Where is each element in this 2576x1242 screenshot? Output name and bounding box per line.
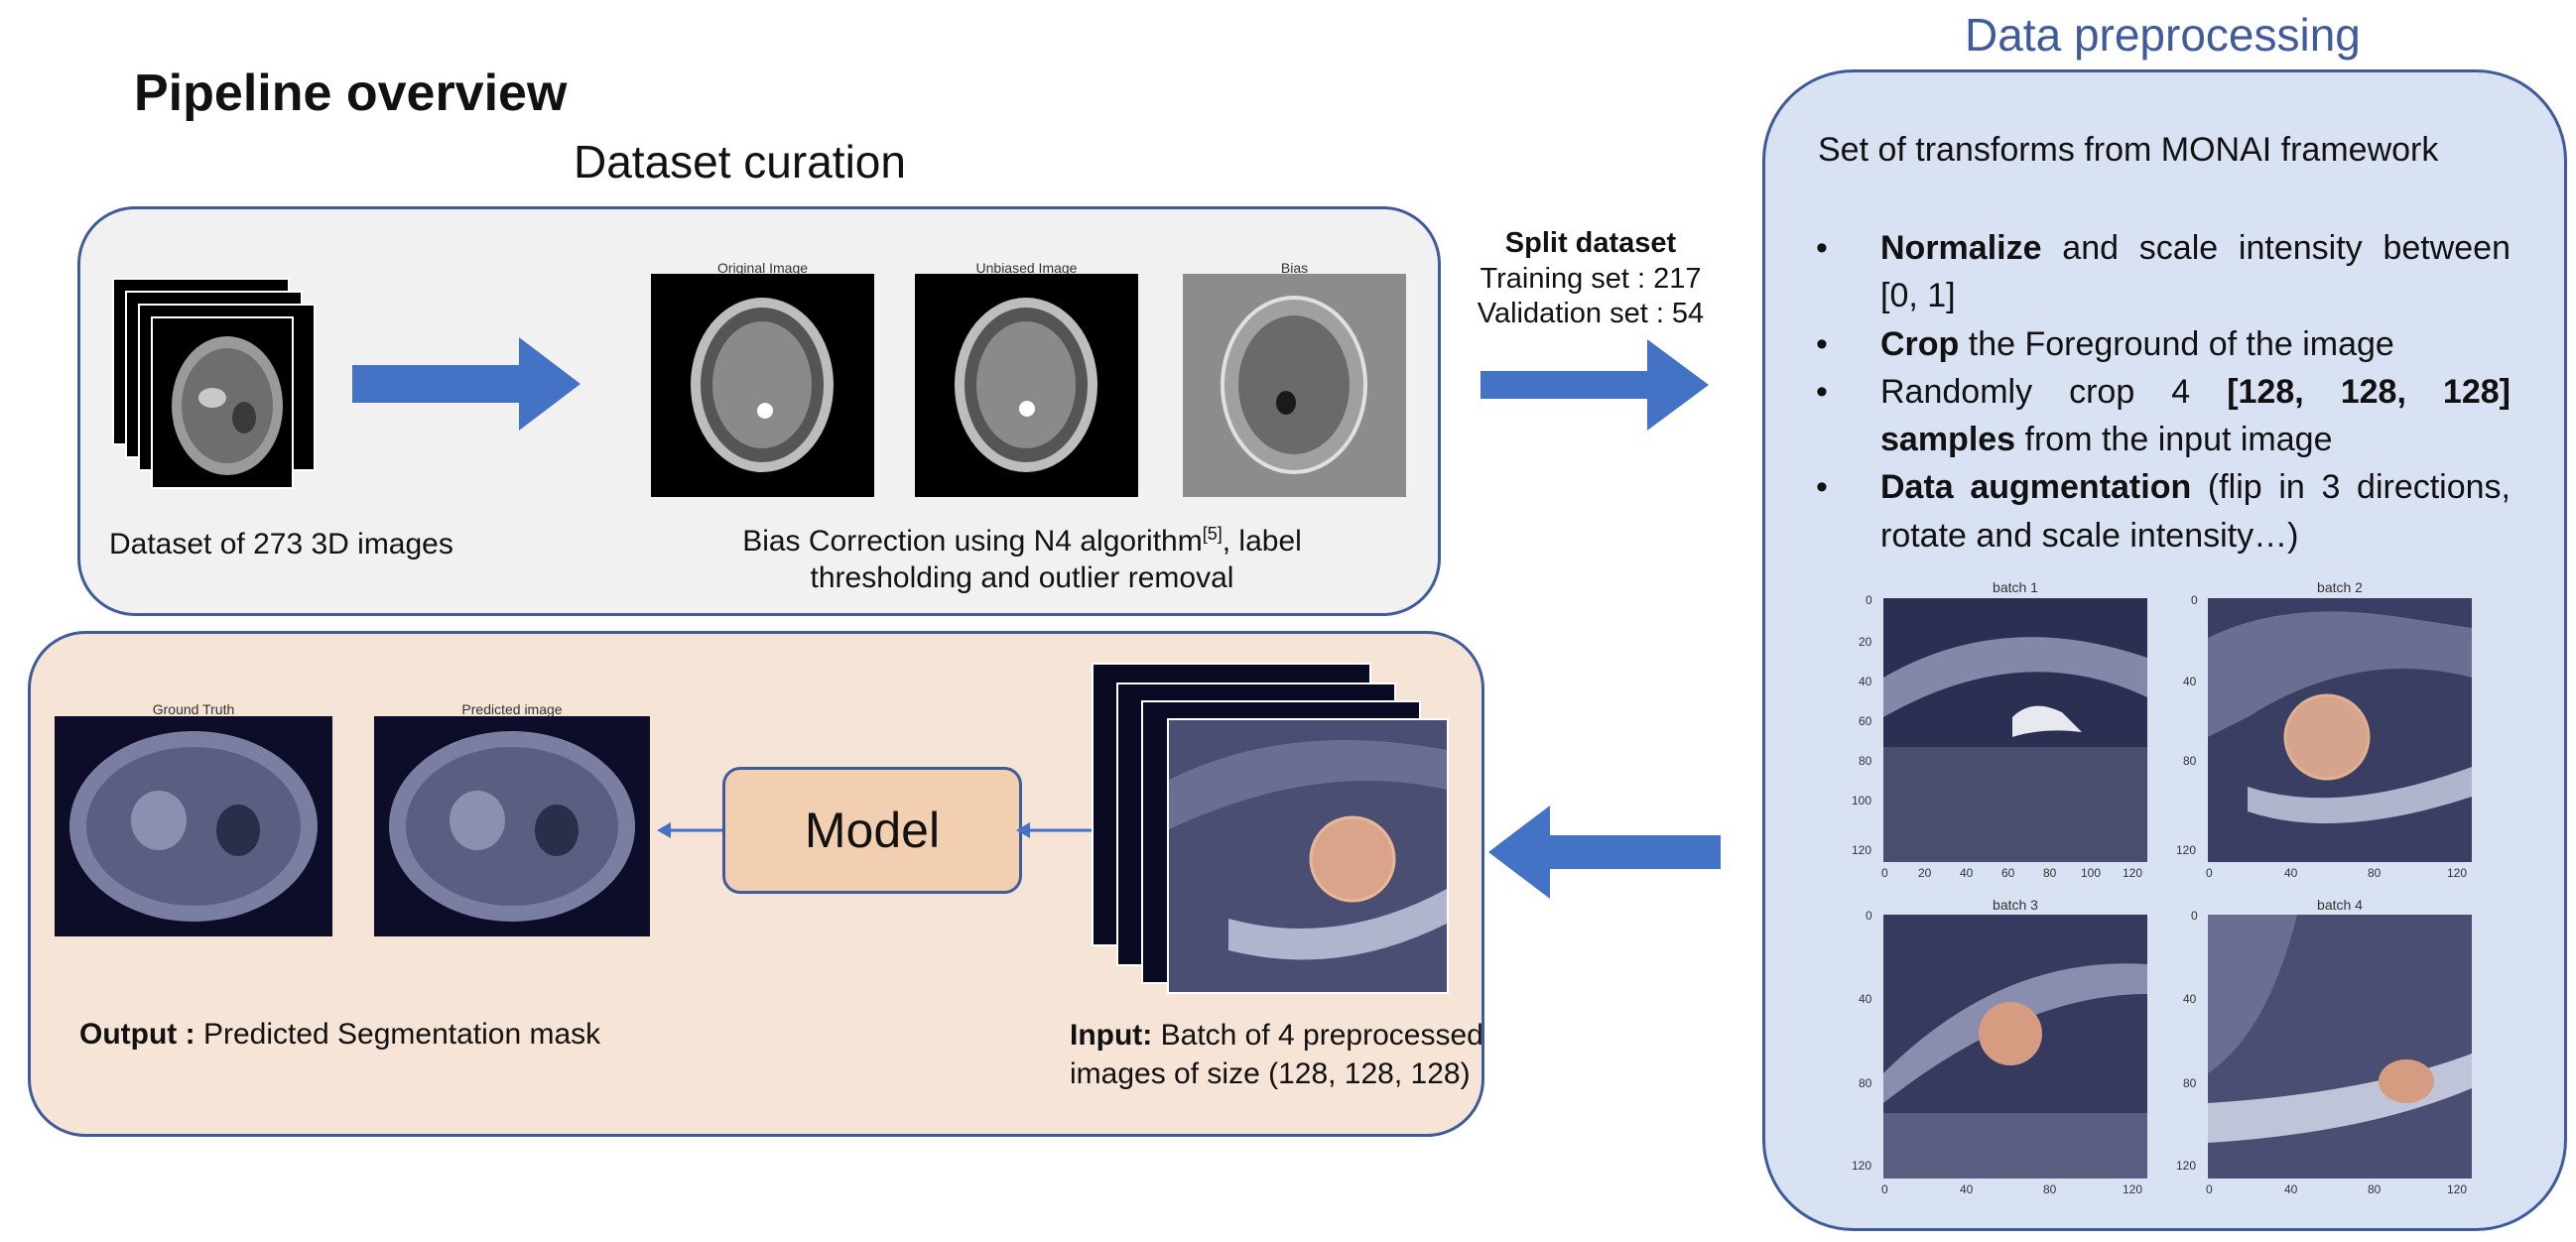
tick-label: 40 bbox=[1859, 675, 1872, 688]
list-item: Crop the Foreground of the image bbox=[1816, 320, 2511, 369]
predicted-image-title: Predicted image bbox=[461, 701, 563, 717]
split-dataset-title: Split dataset bbox=[1504, 227, 1677, 259]
training-set-count: Training set : 217 bbox=[1480, 262, 1702, 295]
list-item: Data augmentation (flip in 3 directions,… bbox=[1816, 463, 2511, 559]
transform-list: Normalize and scale intensity between [0… bbox=[1816, 224, 2511, 559]
tick-label: 120 bbox=[2123, 866, 2143, 880]
monai-intro: Set of transforms from MONAI framework bbox=[1818, 131, 2439, 169]
tick-label: 0 bbox=[1881, 866, 1888, 880]
output-caption: Output : Predicted Segmentation mask bbox=[79, 1018, 601, 1051]
tick-label: 80 bbox=[1859, 1076, 1872, 1090]
tick-label: 0 bbox=[1866, 909, 1872, 923]
tick-label: 40 bbox=[2284, 1182, 2298, 1196]
tick-label: 40 bbox=[1960, 1182, 1974, 1196]
list-item: Randomly crop 4 [128, 128, 128] samples … bbox=[1816, 368, 2511, 464]
tick-label: 80 bbox=[2368, 866, 2382, 880]
tick-label: 40 bbox=[2183, 992, 2197, 1006]
tick-label: 80 bbox=[2183, 1076, 2197, 1090]
tick-label: 80 bbox=[1859, 754, 1872, 768]
unbiased-image bbox=[915, 274, 1138, 497]
bias-image bbox=[1183, 274, 1406, 497]
batch-1-image bbox=[1883, 598, 2147, 862]
data-preprocessing-title: Data preprocessing bbox=[1965, 9, 2361, 61]
input-image bbox=[1167, 718, 1449, 994]
original-image-title: Original Image bbox=[716, 260, 809, 276]
model-box: Model bbox=[722, 767, 1022, 894]
batch-3-title: batch 3 bbox=[1993, 897, 2038, 913]
stack-slice-front bbox=[151, 316, 294, 489]
tick-label: 80 bbox=[2043, 866, 2057, 880]
tick-label: 0 bbox=[2206, 866, 2213, 880]
tick-label: 80 bbox=[2183, 754, 2197, 768]
arrow-right-icon bbox=[352, 337, 580, 431]
tick-label: 40 bbox=[2183, 675, 2197, 688]
tick-label: 120 bbox=[1852, 843, 1872, 857]
tick-label: 80 bbox=[2368, 1182, 2382, 1196]
dataset-curation-title: Dataset curation bbox=[574, 136, 906, 187]
tick-label: 0 bbox=[2206, 1182, 2213, 1196]
dataset-caption: Dataset of 273 3D images bbox=[109, 528, 453, 560]
tick-label: 120 bbox=[1852, 1159, 1872, 1173]
arrow-right-icon bbox=[1481, 339, 1709, 431]
tick-label: 20 bbox=[1918, 866, 1932, 880]
ground-truth-title: Ground Truth bbox=[152, 701, 235, 717]
arrow-left-icon bbox=[1488, 806, 1721, 899]
tick-label: 0 bbox=[2191, 909, 2198, 923]
tick-label: 0 bbox=[1866, 593, 1872, 607]
tick-label: 40 bbox=[1859, 992, 1872, 1006]
tick-label: 100 bbox=[1852, 794, 1872, 807]
tick-label: 80 bbox=[2043, 1182, 2057, 1196]
input-caption: Input: Batch of 4 preprocessed images of… bbox=[1070, 1019, 1483, 1090]
arrow-left-icon bbox=[657, 822, 722, 838]
tick-label: 0 bbox=[1881, 1182, 1888, 1196]
batch-4-title: batch 4 bbox=[2317, 897, 2363, 913]
tick-label: 100 bbox=[2081, 866, 2102, 880]
unbiased-image-title: Unbiased Image bbox=[975, 260, 1078, 276]
tick-label: 20 bbox=[1859, 635, 1872, 649]
tick-label: 120 bbox=[2447, 1182, 2468, 1196]
predicted-image bbox=[374, 716, 650, 936]
tick-label: 120 bbox=[2176, 843, 2197, 857]
validation-set-count: Validation set : 54 bbox=[1477, 298, 1705, 330]
bias-correction-caption: Bias Correction using N4 algorithm[5], l… bbox=[742, 524, 1302, 594]
tick-label: 120 bbox=[2123, 1182, 2143, 1196]
tick-label: 60 bbox=[2001, 866, 2015, 880]
list-item: Normalize and scale intensity between [0… bbox=[1816, 224, 2511, 320]
tick-label: 40 bbox=[2284, 866, 2298, 880]
bias-image-title: Bias bbox=[1280, 260, 1309, 276]
tick-label: 0 bbox=[2191, 593, 2198, 607]
tick-label: 60 bbox=[1859, 714, 1872, 728]
tick-label: 120 bbox=[2176, 1159, 2197, 1173]
tick-label: 120 bbox=[2447, 866, 2468, 880]
tick-label: 40 bbox=[1960, 866, 1974, 880]
split-dataset-block: Split dataset Training set : 217 Validat… bbox=[1467, 226, 1715, 332]
original-image bbox=[651, 274, 874, 497]
batch-2-title: batch 2 bbox=[2317, 579, 2363, 595]
batch-4-image bbox=[2208, 915, 2472, 1179]
pipeline-title: Pipeline overview bbox=[134, 64, 568, 122]
ground-truth-image bbox=[55, 716, 332, 936]
batch-3-image bbox=[1883, 915, 2147, 1179]
batch-2-image bbox=[2208, 598, 2472, 862]
batch-1-title: batch 1 bbox=[1993, 579, 2038, 595]
